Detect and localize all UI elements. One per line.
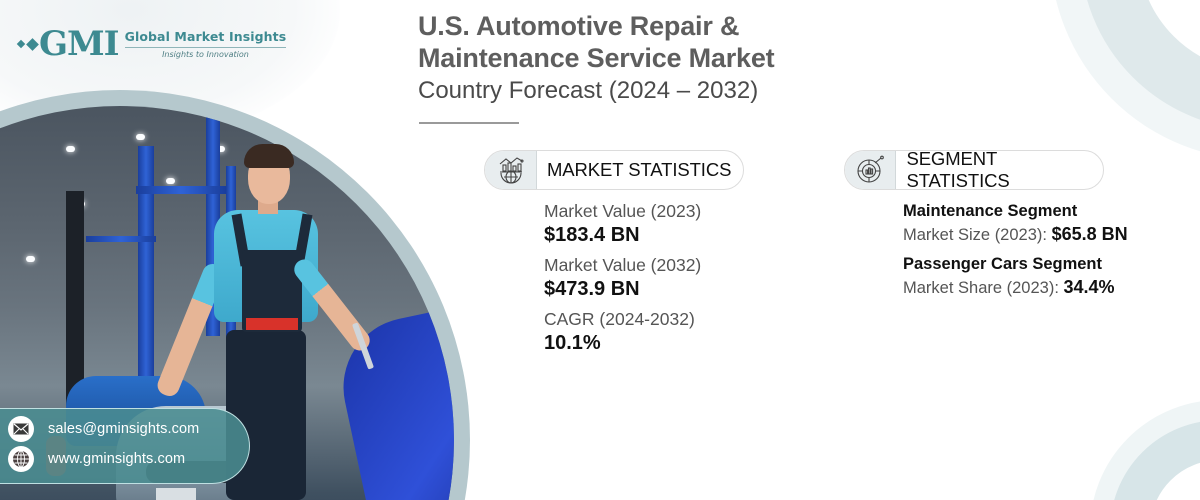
stat-label: CAGR (2024-2032) [544,309,695,329]
segment-metric-value: 34.4% [1063,277,1115,297]
brand-name: Global Market Insights [124,29,287,48]
globe-chart-icon [485,151,537,189]
contact-bar: sales@gminsights.com www.gminsights.com [0,408,250,484]
website-contact[interactable]: www.gminsights.com [8,446,185,472]
website-link[interactable]: www.gminsights.com [48,451,186,467]
email-contact[interactable]: sales@gminsights.com [8,416,199,442]
logo-diamond-icon [26,37,39,51]
segment-title: Maintenance Segment [903,202,1078,220]
email-link[interactable]: sales@gminsights.com [48,421,200,437]
title-line-1: U.S. Automotive Repair & [418,11,740,41]
stat-value: 10.1% [544,332,601,354]
segment-statistics-header: SEGMENT STATISTICS [844,148,1104,191]
logo-letters: GMI [39,24,120,64]
title-line-2: Maintenance Service Market [418,43,775,73]
pie-chart-target-icon [845,151,897,189]
market-statistics: Market Value (2023) $183.4 BN Market Val… [544,200,701,362]
market-statistics-header: MARKET STATISTICS [484,150,744,190]
stat-value: $473.9 BN [544,278,640,300]
title-divider [419,122,519,124]
segment-metric-value: $65.8 BN [1051,224,1128,244]
envelope-icon [8,416,34,442]
segment-metric: Market Size (2023): $65.8 BN [903,222,1128,247]
segment-statistics: Maintenance Segment Market Size (2023): … [903,200,1128,306]
logo-mark: GMI [16,24,120,64]
page-title: U.S. Automotive Repair & Maintenance Ser… [418,10,775,124]
segment-title: Passenger Cars Segment [903,255,1103,273]
globe-icon [8,446,34,472]
segment-metric-label: Market Size (2023): [903,226,1047,244]
subtitle: Country Forecast (2024 – 2032) [418,77,759,104]
stat-value: $183.4 BN [544,224,640,246]
segment-metric-label: Market Share (2023): [903,279,1059,297]
stat-label: Market Value (2023) [544,201,702,221]
segment-metric: Market Share (2023): 34.4% [903,275,1128,300]
stat-label: Market Value (2032) [544,255,702,275]
logo-diamond-icon [16,39,26,49]
market-statistics-label: MARKET STATISTICS [547,159,732,180]
brand-tagline: Insights to Innovation [162,50,249,59]
gmi-logo[interactable]: GMI Global Market Insights Insights to I… [16,24,287,64]
segment-statistics-label: SEGMENT STATISTICS [906,148,1010,191]
